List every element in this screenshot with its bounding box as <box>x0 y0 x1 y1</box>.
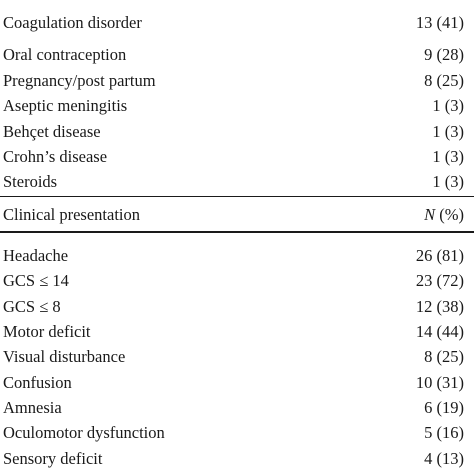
row-label: Confusion <box>3 373 72 392</box>
table-row: Behçet disease 1 (3) <box>0 119 474 144</box>
row-value: 1 (3) <box>432 147 464 166</box>
table-row: Confusion 10 (31) <box>0 370 474 395</box>
row-value: 8 (25) <box>424 347 464 366</box>
row-label: Behçet disease <box>3 122 101 141</box>
table-row: Sensory deficit 4 (13) <box>0 446 474 471</box>
table-row: Amnesia 6 (19) <box>0 395 474 420</box>
row-value: 13 (41) <box>415 13 464 32</box>
table-row: Crohn’s disease 1 (3) <box>0 144 474 169</box>
row-value: 26 (81) <box>415 246 464 265</box>
n-symbol: N <box>424 205 436 224</box>
row-label: Amnesia <box>3 398 62 417</box>
row-label: Oral contraception <box>3 45 127 64</box>
row-label: Coagulation disorder <box>3 13 142 32</box>
row-value: 1 (3) <box>432 96 464 115</box>
section-header: Clinical presentation N (%) <box>0 202 474 227</box>
row-label: Pregnancy/post partum <box>3 71 156 90</box>
row-value: 23 (72) <box>415 271 464 290</box>
section-header-label: Clinical presentation <box>3 205 141 224</box>
row-label: Oculomotor dysfunction <box>3 423 165 442</box>
row-label: Visual disturbance <box>3 347 126 366</box>
row-label: Crohn’s disease <box>3 147 108 166</box>
row-label: GCS ≤ 8 <box>3 297 61 316</box>
row-value: 12 (38) <box>415 297 464 316</box>
table-row: Coagulation disorder 13 (41) <box>0 10 474 35</box>
table-rule <box>0 196 474 197</box>
row-value: 1 (3) <box>432 172 464 191</box>
table-row: Aseptic meningitis 1 (3) <box>0 93 474 118</box>
row-value: 1 (3) <box>432 122 464 141</box>
table-row: Motor deficit 14 (44) <box>0 319 474 344</box>
table-row: GCS ≤ 14 23 (72) <box>0 268 474 293</box>
row-label: Headache <box>3 246 69 265</box>
table-row: Oculomotor dysfunction 5 (16) <box>0 420 474 445</box>
row-value: 14 (44) <box>415 322 464 341</box>
table-row: Oral contraception 9 (28) <box>0 42 474 67</box>
row-value: 10 (31) <box>415 373 464 392</box>
table-row: GCS ≤ 8 12 (38) <box>0 294 474 319</box>
row-label: GCS ≤ 14 <box>3 271 69 290</box>
table-rule-thick <box>0 231 474 233</box>
row-value: 6 (19) <box>424 398 464 417</box>
row-value: 9 (28) <box>424 45 464 64</box>
row-label: Sensory deficit <box>3 449 103 468</box>
row-label: Aseptic meningitis <box>3 96 128 115</box>
pct-symbol: (%) <box>435 205 464 224</box>
section-header-value: N (%) <box>424 202 464 227</box>
row-label: Steroids <box>3 172 58 191</box>
table-row: Headache 26 (81) <box>0 243 474 268</box>
row-value: 8 (25) <box>424 71 464 90</box>
row-value: 5 (16) <box>424 423 464 442</box>
table-row: Visual disturbance 8 (25) <box>0 344 474 369</box>
table-row: Pregnancy/post partum 8 (25) <box>0 68 474 93</box>
table-row: Steroids 1 (3) <box>0 169 474 194</box>
row-value: 4 (13) <box>424 449 464 468</box>
row-label: Motor deficit <box>3 322 91 341</box>
